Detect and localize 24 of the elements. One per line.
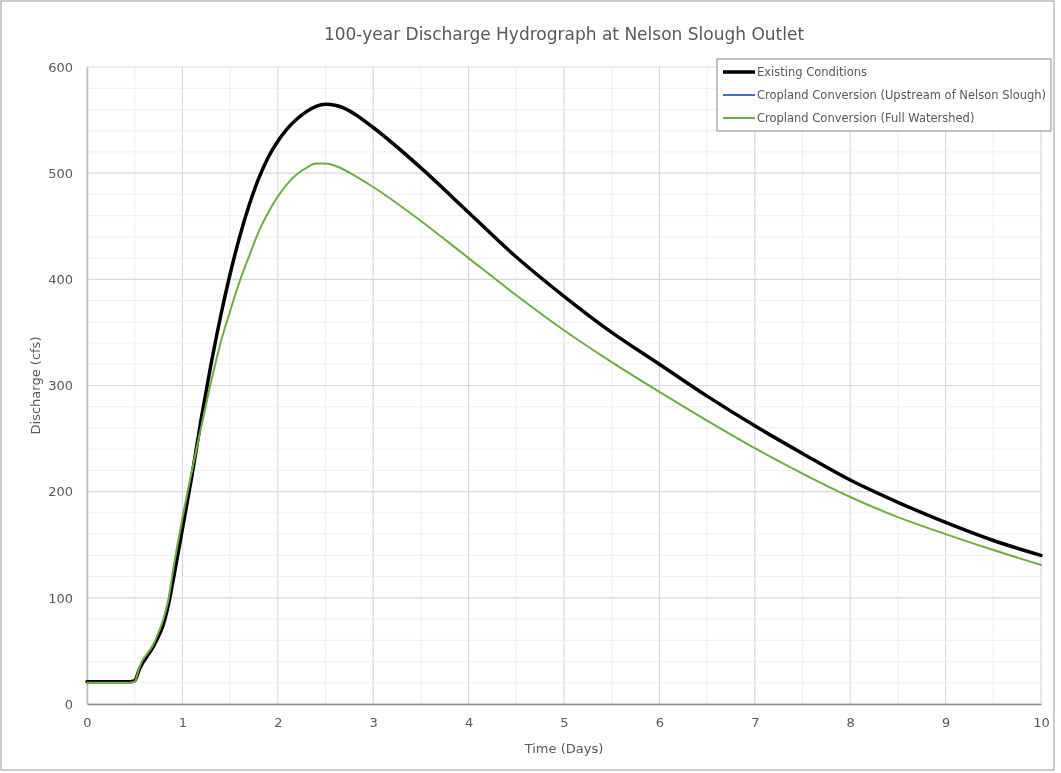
x-tick-label: 4 — [464, 715, 474, 731]
y-tick-label: 200 — [48, 484, 73, 500]
x-axis-title: Time (Days) — [523, 741, 604, 756]
x-tick-label: 2 — [274, 715, 283, 731]
x-tick-label: 7 — [751, 715, 760, 731]
y-tick-label: 0 — [64, 696, 73, 712]
chart-title: 100-year Discharge Hydrograph at Nelson Slough Outlet — [323, 24, 805, 44]
x-tick-label: 6 — [655, 715, 665, 731]
y-tick-label: 100 — [48, 590, 73, 606]
y-tick-label: 400 — [48, 271, 73, 287]
y-axis-title: Discharge (cfs) — [28, 336, 43, 435]
legend-label: Cropland Conversion (Full Watershed) — [757, 111, 975, 125]
y-tick-label: 600 — [48, 59, 73, 75]
y-tick-label: 300 — [48, 378, 73, 394]
legend-label: Cropland Conversion (Upstream of Nelson Slough) — [757, 88, 1047, 102]
x-tick-label: 1 — [178, 715, 188, 731]
x-tick-label: 3 — [369, 715, 378, 731]
x-tick-label: 5 — [560, 715, 569, 731]
y-tick-label: 500 — [48, 165, 73, 181]
x-tick-label: 0 — [83, 715, 92, 731]
x-tick-label: 10 — [1033, 715, 1050, 731]
legend-label: Existing Conditions — [757, 65, 868, 79]
x-tick-label: 8 — [846, 715, 855, 731]
x-tick-label: 9 — [941, 715, 951, 731]
